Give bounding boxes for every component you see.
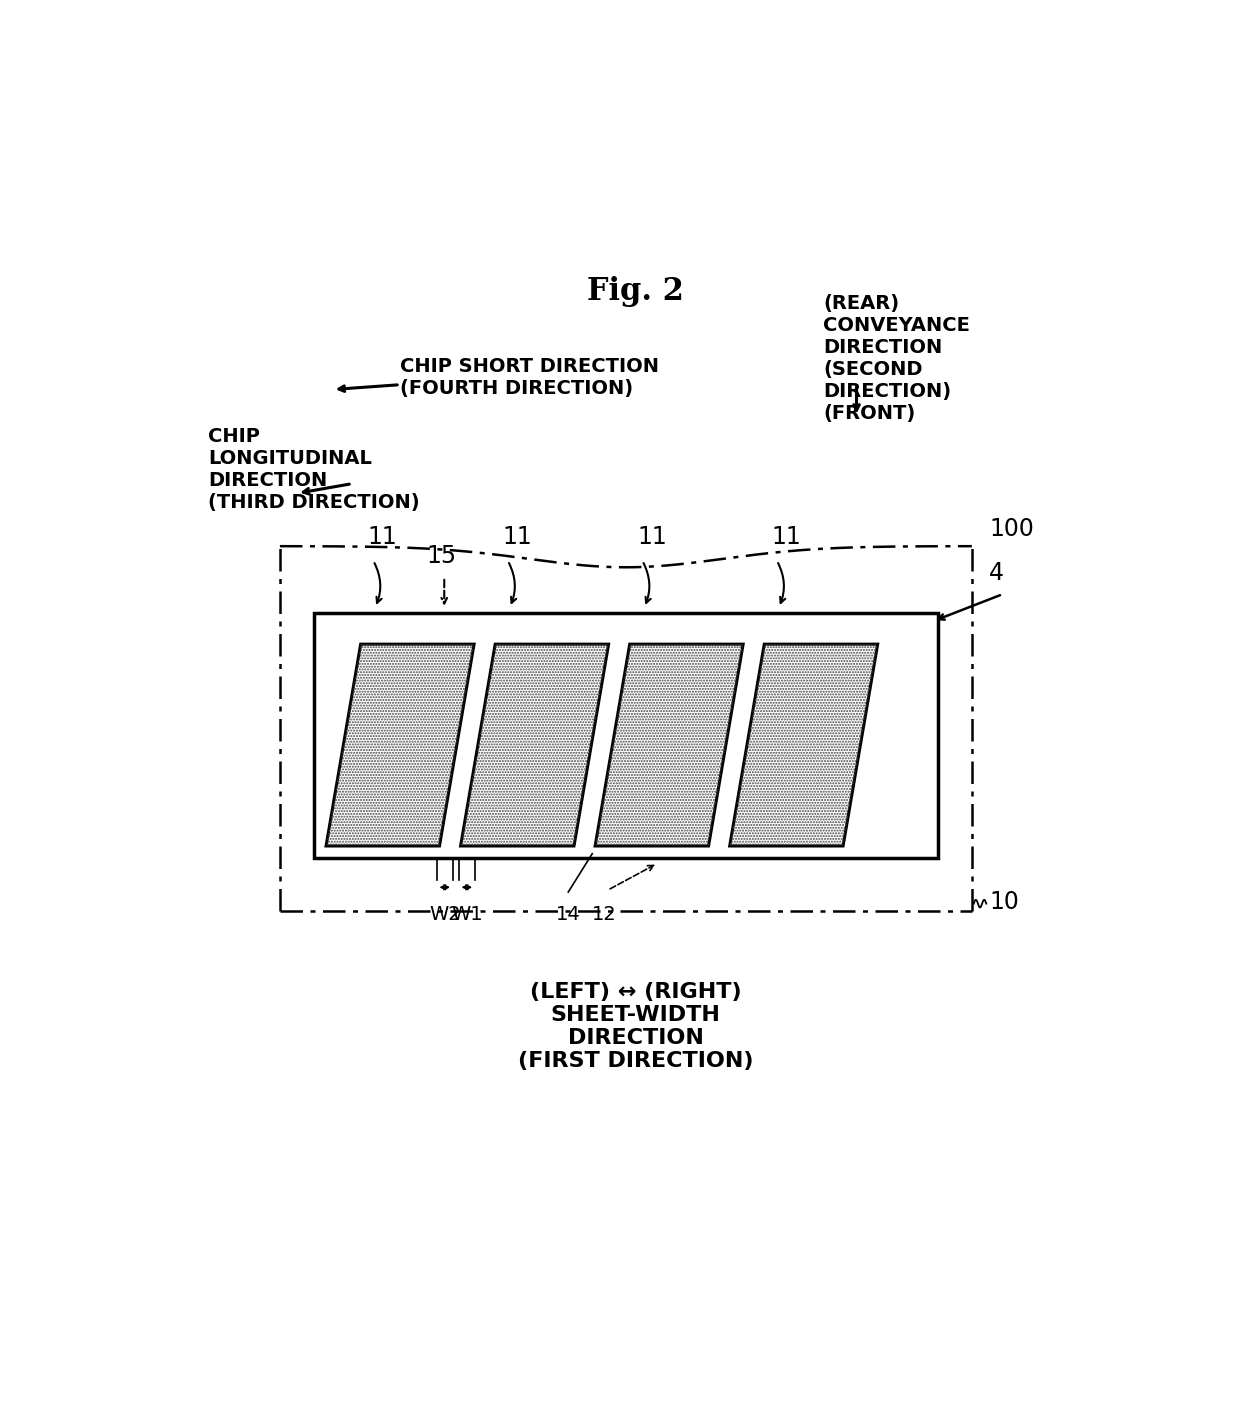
Polygon shape	[729, 644, 878, 846]
Text: (LEFT) ↔ (RIGHT)
SHEET-WIDTH
DIRECTION
(FIRST DIRECTION): (LEFT) ↔ (RIGHT) SHEET-WIDTH DIRECTION (…	[518, 981, 753, 1071]
Text: W1: W1	[451, 904, 482, 924]
Text: 11: 11	[771, 524, 801, 548]
Text: 4: 4	[990, 561, 1004, 585]
Text: (REAR)
CONVEYANCE
DIRECTION
(SECOND
DIRECTION)
(FRONT): (REAR) CONVEYANCE DIRECTION (SECOND DIRE…	[823, 295, 970, 423]
Polygon shape	[460, 644, 609, 846]
Text: 11: 11	[637, 524, 667, 548]
Text: 10: 10	[990, 890, 1019, 914]
Text: Fig. 2: Fig. 2	[587, 276, 684, 308]
Text: 14: 14	[556, 904, 580, 924]
Polygon shape	[595, 644, 743, 846]
Text: 100: 100	[990, 517, 1034, 541]
Text: 15: 15	[427, 544, 456, 568]
Text: 12: 12	[593, 904, 618, 924]
Polygon shape	[326, 644, 474, 846]
Text: 11: 11	[368, 524, 398, 548]
Text: CHIP SHORT DIRECTION
(FOURTH DIRECTION): CHIP SHORT DIRECTION (FOURTH DIRECTION)	[401, 357, 658, 399]
Text: W2: W2	[429, 904, 460, 924]
Text: CHIP
LONGITUDINAL
DIRECTION
(THIRD DIRECTION): CHIP LONGITUDINAL DIRECTION (THIRD DIREC…	[208, 427, 419, 511]
Text: 11: 11	[502, 524, 532, 548]
